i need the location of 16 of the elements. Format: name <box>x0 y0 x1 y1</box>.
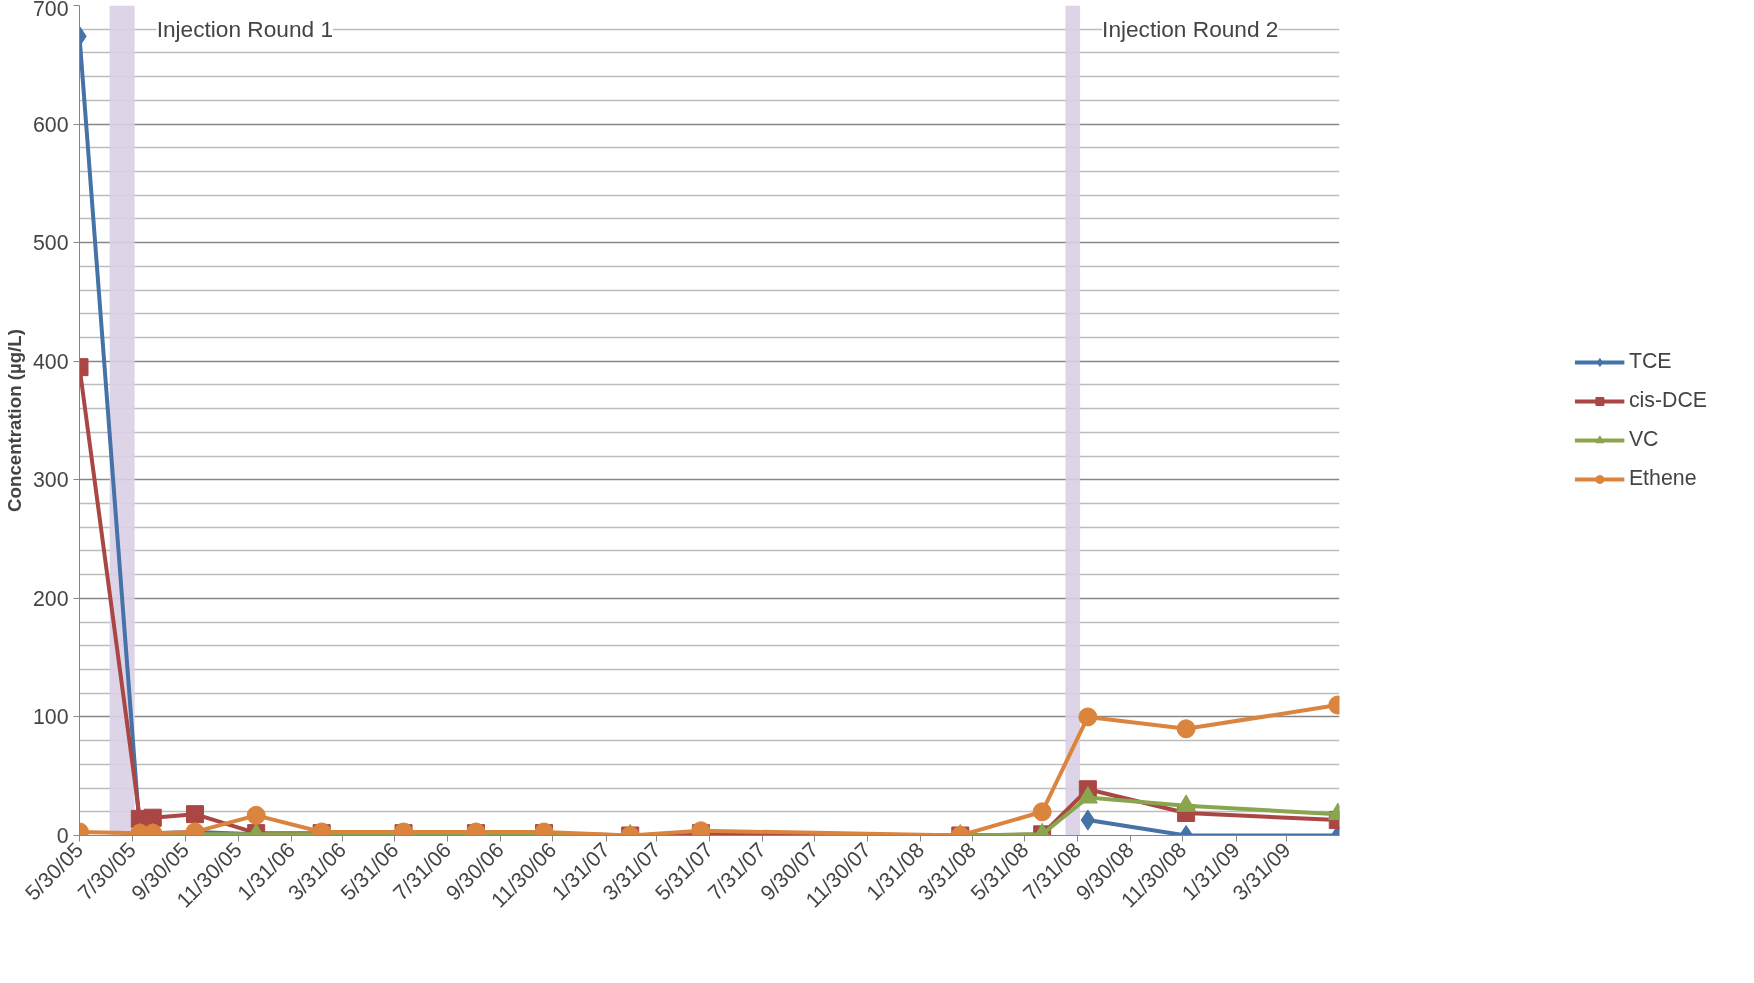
band-label: Injection Round 1 <box>156 15 333 42</box>
y-tick-label: 100 <box>32 705 69 730</box>
legend-label: TCE <box>1628 349 1672 374</box>
y-tick-label: 600 <box>32 112 69 137</box>
point <box>1077 786 1098 804</box>
point <box>1176 794 1197 812</box>
y-tick-label: 700 <box>32 0 69 21</box>
y-axis-title: Concentration (µg/L) <box>3 329 25 512</box>
legend-label: cis-DCE <box>1628 388 1708 413</box>
y-tick-label: 500 <box>32 231 69 256</box>
y-tick-label: 200 <box>32 586 69 611</box>
y-tick-label: 300 <box>32 468 69 493</box>
legend-label: Ethene <box>1628 466 1697 491</box>
y-tick-label: 400 <box>32 349 69 374</box>
legend-label: VC <box>1628 427 1659 452</box>
band-label: Injection Round 2 <box>1102 15 1279 42</box>
